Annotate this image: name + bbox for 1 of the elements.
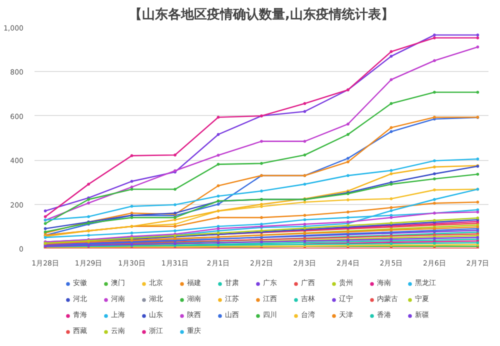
chart-title: 【山东各地区疫情确认数量,山东疫情统计表】 — [129, 6, 394, 22]
